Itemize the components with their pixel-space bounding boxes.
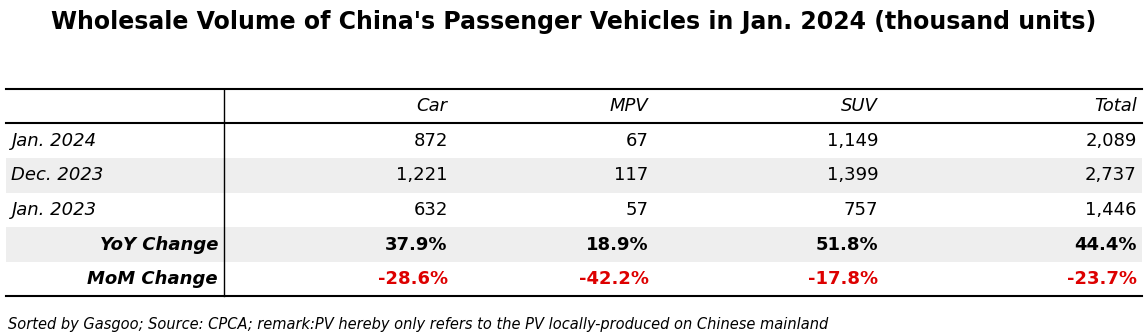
Text: 67: 67 (626, 132, 649, 150)
Text: SUV: SUV (841, 97, 878, 115)
Text: 1,221: 1,221 (396, 166, 448, 184)
Text: MPV: MPV (610, 97, 649, 115)
Text: 18.9%: 18.9% (585, 236, 649, 254)
Text: 2,089: 2,089 (1085, 132, 1137, 150)
Text: 117: 117 (614, 166, 649, 184)
Text: MoM Change: MoM Change (87, 270, 218, 288)
Text: 57: 57 (626, 201, 649, 219)
Text: Wholesale Volume of China's Passenger Vehicles in Jan. 2024 (thousand units): Wholesale Volume of China's Passenger Ve… (52, 10, 1096, 34)
Text: -42.2%: -42.2% (579, 270, 649, 288)
Text: 757: 757 (844, 201, 878, 219)
Text: -23.7%: -23.7% (1066, 270, 1137, 288)
Text: 1,149: 1,149 (827, 132, 878, 150)
Text: 51.8%: 51.8% (815, 236, 878, 254)
Text: Sorted by Gasgoo; Source: CPCA; remark:PV hereby only refers to the PV locally-p: Sorted by Gasgoo; Source: CPCA; remark:P… (8, 317, 829, 332)
Text: -17.8%: -17.8% (808, 270, 878, 288)
Text: -28.6%: -28.6% (378, 270, 448, 288)
Text: Jan. 2023: Jan. 2023 (11, 201, 96, 219)
Text: 1,446: 1,446 (1085, 201, 1137, 219)
Text: 2,737: 2,737 (1085, 166, 1137, 184)
Text: Jan. 2024: Jan. 2024 (11, 132, 96, 150)
Text: Car: Car (417, 97, 448, 115)
Text: Total: Total (1094, 97, 1137, 115)
Text: Dec. 2023: Dec. 2023 (11, 166, 103, 184)
Text: 1,399: 1,399 (827, 166, 878, 184)
Text: 44.4%: 44.4% (1075, 236, 1137, 254)
Text: YoY Change: YoY Change (100, 236, 218, 254)
Text: 37.9%: 37.9% (386, 236, 448, 254)
Text: 872: 872 (413, 132, 448, 150)
Text: 632: 632 (413, 201, 448, 219)
